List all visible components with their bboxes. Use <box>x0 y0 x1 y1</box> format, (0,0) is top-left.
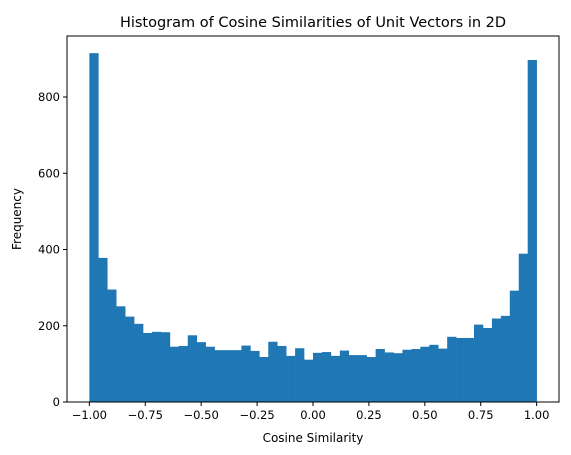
x-axis-ticks: −1.00 −0.75 −0.50 −0.25 0.00 0.25 0.50 0.75 1.00 <box>72 402 550 422</box>
histogram-bar <box>384 352 394 402</box>
histogram-bar <box>375 349 385 402</box>
histogram-bar <box>527 60 537 403</box>
histogram-bar <box>330 355 341 402</box>
y-axis-title: Frequency <box>10 188 24 250</box>
y-tick-label: 800 <box>38 90 60 104</box>
histogram-bar <box>438 348 448 402</box>
x-tick-label: −0.75 <box>128 408 163 422</box>
bars-group <box>89 53 537 403</box>
histogram-bar <box>429 344 439 402</box>
histogram-bar <box>366 357 376 402</box>
histogram-bar <box>411 349 421 402</box>
histogram-bar <box>304 359 314 402</box>
histogram-bar <box>348 355 359 402</box>
histogram-bar <box>151 331 162 402</box>
x-tick-label: 0.75 <box>468 408 494 422</box>
histogram-bar <box>474 324 484 402</box>
y-tick-label: 400 <box>38 243 60 257</box>
histogram-bar <box>214 350 224 402</box>
histogram-bar <box>357 355 367 402</box>
histogram-bar <box>420 346 430 402</box>
histogram-bar <box>313 352 323 402</box>
histogram-bar <box>482 328 493 402</box>
histogram-bar <box>286 355 296 402</box>
histogram-bar <box>250 350 260 402</box>
x-tick-label: 1.00 <box>524 408 550 422</box>
histogram-bar <box>339 350 350 402</box>
histogram-bar <box>321 352 332 402</box>
histogram-bar <box>509 290 520 402</box>
histogram-bar <box>143 332 153 402</box>
y-tick-label: 0 <box>53 395 60 409</box>
histogram-bar <box>187 335 198 402</box>
histogram-bar <box>107 289 117 402</box>
histogram-bar <box>465 337 475 402</box>
histogram-bar <box>169 346 180 402</box>
histogram-bar <box>116 306 126 402</box>
chart-title: Histogram of Cosine Similarities of Unit… <box>120 15 506 31</box>
histogram-bar <box>205 346 215 402</box>
histogram-bar <box>178 345 189 402</box>
histogram-bar <box>500 315 511 402</box>
histogram-bar <box>134 323 144 402</box>
histogram-bar <box>89 53 99 402</box>
histogram-bar <box>125 316 135 402</box>
y-tick-label: 200 <box>38 319 60 333</box>
histogram-bar <box>447 336 457 402</box>
x-tick-label: 0.50 <box>412 408 438 422</box>
x-tick-label: −1.00 <box>72 408 107 422</box>
histogram-bar <box>491 318 502 402</box>
histogram-bar <box>295 348 305 402</box>
histogram-bar <box>402 349 412 402</box>
histogram-bar <box>98 257 108 402</box>
y-tick-label: 600 <box>38 166 60 180</box>
y-axis-ticks: 0 200 400 600 800 <box>38 90 67 409</box>
histogram-bar <box>241 345 251 402</box>
x-tick-label: 0.25 <box>356 408 382 422</box>
histogram-bar <box>277 345 287 402</box>
x-axis-title: Cosine Similarity <box>263 431 364 445</box>
x-tick-label: 0.00 <box>300 408 326 422</box>
histogram-bar <box>223 350 233 402</box>
histogram-bar <box>456 337 466 402</box>
histogram-bar <box>259 357 269 402</box>
histogram-bar <box>232 350 242 402</box>
histogram-bar <box>393 353 403 402</box>
x-tick-label: −0.50 <box>184 408 219 422</box>
histogram-bar <box>518 253 528 402</box>
histogram-bar <box>268 341 278 402</box>
x-tick-label: −0.25 <box>239 408 274 422</box>
histogram-bar <box>160 332 171 402</box>
histogram-bar <box>196 342 206 402</box>
